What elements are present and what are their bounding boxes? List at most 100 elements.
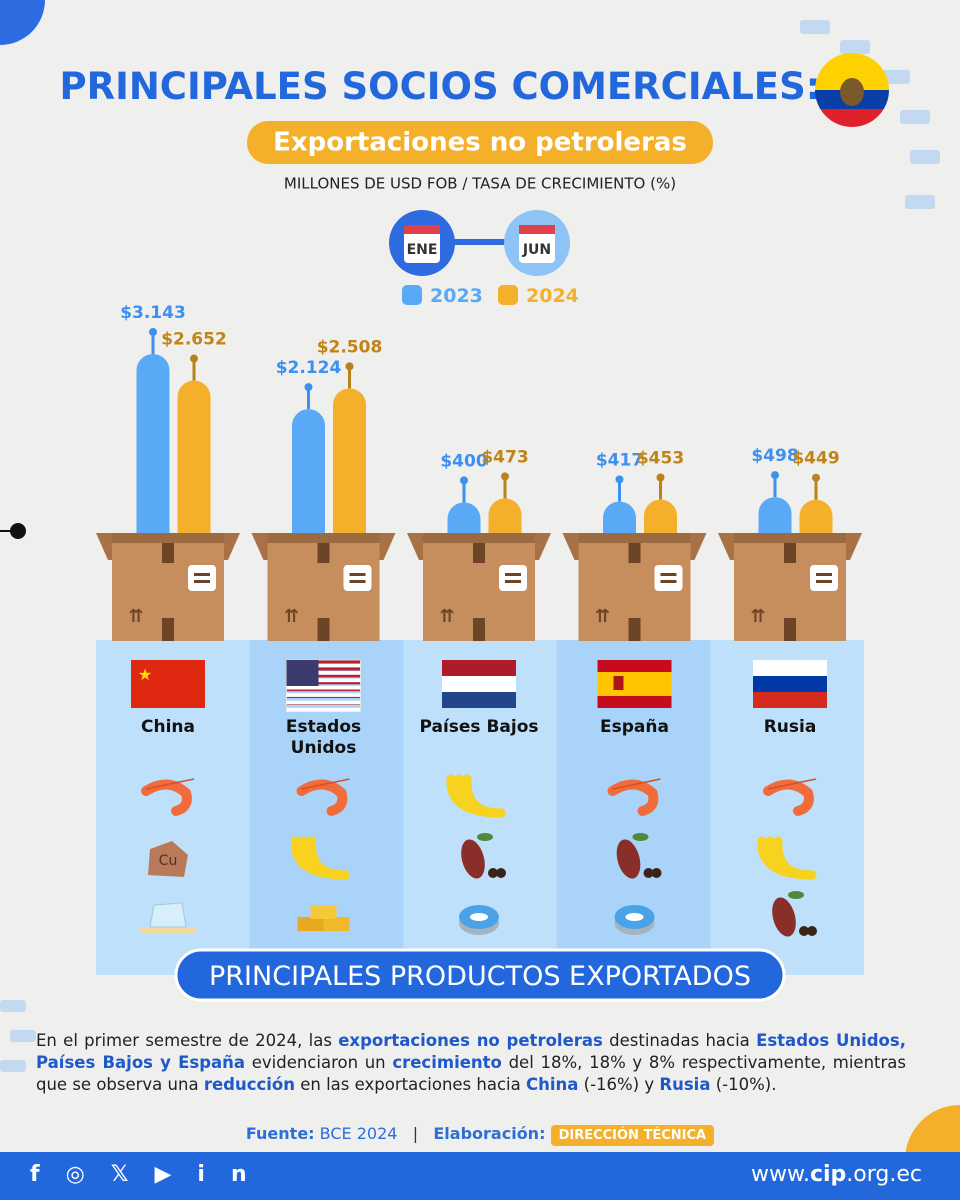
bar (488, 498, 522, 540)
summary-segment: China (525, 1075, 579, 1094)
bar-stick-dot (460, 476, 468, 485)
social-icons[interactable]: f◎𝕏▶in (30, 1162, 273, 1187)
summary-segment: destinadas hacia (602, 1031, 757, 1050)
footer (0, 1152, 960, 1200)
source-value: BCE 2024 (319, 1124, 398, 1143)
value-label: $417 (596, 450, 643, 470)
icon-cacao-leaf (477, 833, 493, 841)
icon-copper (148, 841, 188, 877)
flag (286, 671, 361, 675)
icon-gold (323, 917, 350, 931)
box-rim (423, 533, 535, 543)
country-name: Rusia (763, 717, 817, 737)
bar (447, 502, 481, 540)
flag (286, 678, 361, 683)
box-flap (407, 533, 424, 560)
source-label: Fuente: (245, 1124, 315, 1143)
summary-segment: exportaciones no petroleras (338, 1031, 603, 1050)
value-label: $473 (481, 447, 528, 467)
legend-label: 2024 (526, 285, 579, 307)
website-prefix: www. (751, 1162, 810, 1187)
box-rim (267, 533, 380, 543)
summary-segment: Estados Unidos, Países Bajos y España (36, 1031, 906, 1072)
icon-cacao-bean (651, 868, 662, 878)
icon-cacao (461, 839, 485, 879)
box-arrows: ⇈ (128, 606, 143, 627)
bar-stick-dot (345, 362, 354, 371)
title: PRINCIPALES SOCIOS COMERCIALES: (59, 65, 820, 108)
value-label: $453 (637, 448, 684, 468)
summary-segment: crecimiento (392, 1053, 502, 1072)
flag (286, 680, 361, 685)
source: Fuente: BCE 2024 | Elaboración: DIRECCIÓ… (0, 1124, 960, 1146)
legend-swatch (498, 285, 518, 305)
flag (131, 660, 205, 708)
value-label: $2.124 (276, 358, 342, 378)
flag (753, 660, 827, 676)
value-label: $498 (751, 446, 798, 466)
box-tape (628, 543, 641, 563)
icon-banana (306, 836, 350, 880)
icon-cacao (772, 897, 796, 937)
box-rim (578, 533, 691, 543)
flag (286, 685, 361, 690)
box-label-line (505, 573, 521, 576)
icon-cacao (616, 839, 641, 879)
website[interactable]: www.cip.org.ec (751, 1162, 922, 1187)
box-arrows: ⇈ (439, 606, 454, 627)
bar (292, 409, 325, 540)
box-arrows: ⇈ (750, 606, 765, 627)
bar-stick-dot (501, 472, 509, 481)
flag (286, 660, 361, 664)
box-label-line (660, 580, 677, 583)
icon-shrimp (612, 778, 661, 790)
icon-gold (297, 917, 324, 931)
box-label-line (194, 580, 210, 583)
period-end: JUN (522, 242, 551, 258)
box-label (499, 565, 527, 591)
icon-cacao-bean (496, 868, 506, 878)
box-label (188, 565, 216, 591)
icon-tuna-fish (470, 913, 488, 921)
box-label (343, 565, 372, 591)
box-flap (223, 533, 240, 560)
flag (753, 676, 827, 692)
products-title: PRINCIPALES PRODUCTOS EXPORTADOS (209, 961, 751, 992)
box-rim (112, 533, 224, 543)
box-flap (562, 533, 580, 560)
bar (644, 499, 677, 540)
flag-canton (286, 660, 319, 686)
icon-cacao-bean (807, 926, 817, 936)
summary-segment: (-16%) y (578, 1075, 660, 1094)
country-name: España (600, 717, 669, 737)
box-label-line (660, 573, 677, 576)
box-label-line (349, 580, 366, 583)
value-label: $449 (792, 449, 839, 469)
box-flap (845, 533, 862, 560)
flag (442, 692, 516, 708)
icon-shrimp (145, 778, 195, 790)
bar-stick-dot (190, 354, 198, 363)
separator: | (412, 1124, 419, 1143)
icon-cacao-leaf (632, 833, 649, 841)
icon-cacao-leaf (788, 891, 804, 899)
value-label: $2.652 (161, 330, 227, 350)
value-label: $400 (440, 451, 487, 471)
flag (286, 700, 361, 705)
summary-segment: del 18%, 18% y 8% respectivamente, mient… (36, 1053, 906, 1094)
summary-segment: Rusia (659, 1075, 711, 1094)
box-flap (718, 533, 735, 560)
icon-shrimp (301, 778, 350, 790)
bar-stick-dot (149, 328, 157, 336)
products-pill (174, 948, 786, 1002)
box-label (654, 565, 683, 591)
icon-banana (773, 836, 817, 880)
subtitle: Exportaciones no petroleras (273, 128, 687, 158)
icon-tray (140, 927, 196, 933)
icon-tuna-fish (625, 913, 644, 921)
bar (333, 388, 366, 540)
country-name: Estados Unidos (285, 717, 362, 758)
bar (136, 354, 170, 540)
icon-shrimp (763, 779, 814, 816)
